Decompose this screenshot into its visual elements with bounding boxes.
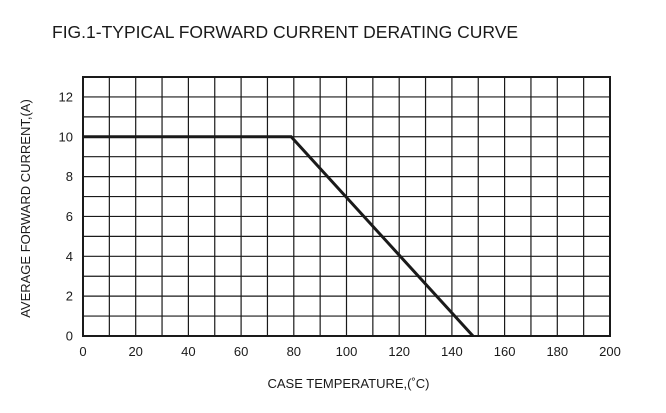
y-tick-label: 2 <box>66 289 73 304</box>
y-axis-label: AVERAGE FORWARD CURRENT,(A) <box>18 99 33 318</box>
y-tick-label: 0 <box>66 329 73 344</box>
x-tick-label: 20 <box>128 344 142 359</box>
plot-area <box>82 76 611 338</box>
x-tick-label: 80 <box>287 344 301 359</box>
x-tick-label: 140 <box>441 344 463 359</box>
x-tick-label: 100 <box>336 344 358 359</box>
x-tick-label: 120 <box>388 344 410 359</box>
x-tick-label: 180 <box>546 344 568 359</box>
y-tick-label: 8 <box>66 169 73 184</box>
grid <box>83 77 610 336</box>
x-tick-label: 60 <box>234 344 248 359</box>
x-tick-label: 40 <box>181 344 195 359</box>
series-layer <box>83 135 475 338</box>
x-tick-label: 160 <box>494 344 516 359</box>
x-axis-label: CASE TEMPERATURE,(˚C) <box>267 376 429 391</box>
y-axis-ticks: 0 2 4 6 8 10 12 <box>59 89 73 343</box>
x-axis-ticks: 0 20 40 60 80 100 120 140 160 180 200 <box>79 344 620 359</box>
x-tick-label: 200 <box>599 344 621 359</box>
chart-title: FIG.1-TYPICAL FORWARD CURRENT DERATING C… <box>52 22 518 42</box>
y-tick-label: 6 <box>66 209 73 224</box>
y-tick-label: 10 <box>59 129 73 144</box>
y-tick-label: 4 <box>66 249 73 264</box>
y-tick-label: 12 <box>59 89 73 104</box>
series-line-derating <box>83 135 475 338</box>
x-tick-label: 0 <box>79 344 86 359</box>
